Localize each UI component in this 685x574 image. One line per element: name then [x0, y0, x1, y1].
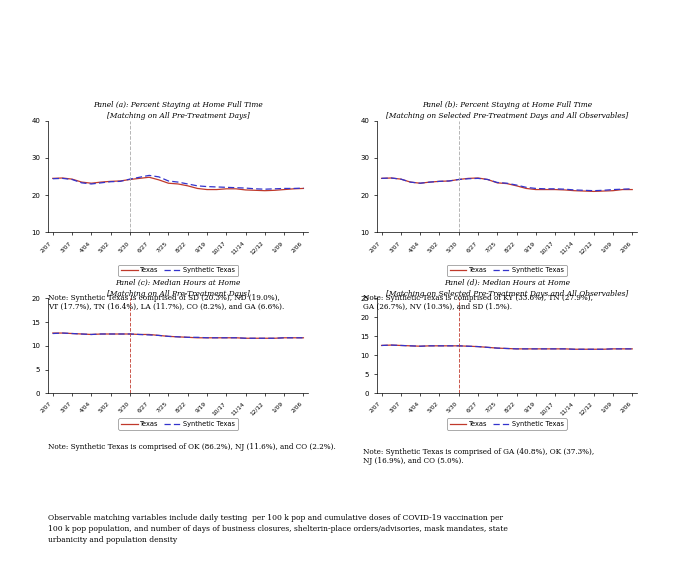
Title: Panel (d): Median Hours at Home
[Matching on Selected Pre-Treatment Days and All: Panel (d): Median Hours at Home [Matchin… — [386, 280, 628, 298]
Legend: Texas, Synthetic Texas: Texas, Synthetic Texas — [119, 418, 238, 429]
Title: Panel (b): Percent Staying at Home Full Time
[Matching on Selected Pre-Treatment: Panel (b): Percent Staying at Home Full … — [386, 102, 628, 120]
Legend: Texas, Synthetic Texas: Texas, Synthetic Texas — [447, 418, 566, 429]
Text: Observable matching variables include daily testing  per 100 k pop and cumulativ: Observable matching variables include da… — [48, 514, 508, 544]
Text: Note: Synthetic Texas is comprised of SD (20.3%), ND (19.0%),
VT (17.7%), TN (16: Note: Synthetic Texas is comprised of SD… — [48, 294, 284, 311]
Text: Note: Synthetic Texas is comprised of GA (40.8%), OK (37.3%),
NJ (16.9%), and CO: Note: Synthetic Texas is comprised of GA… — [363, 448, 594, 465]
Legend: Texas, Synthetic Texas: Texas, Synthetic Texas — [447, 265, 566, 276]
Text: Note: Synthetic Texas is comprised of KY (33.6%), TN (27.9%),
GA (26.7%), NV (10: Note: Synthetic Texas is comprised of KY… — [363, 294, 593, 311]
Title: Panel (a): Percent Staying at Home Full Time
[Matching on All Pre-Treatment Days: Panel (a): Percent Staying at Home Full … — [93, 102, 263, 120]
Legend: Texas, Synthetic Texas: Texas, Synthetic Texas — [119, 265, 238, 276]
Title: Panel (c): Median Hours at Home
[Matching on All Pre-Treatment Days]: Panel (c): Median Hours at Home [Matchin… — [107, 280, 249, 298]
Text: Note: Synthetic Texas is comprised of OK (86.2%), NJ (11.6%), and CO (2.2%).: Note: Synthetic Texas is comprised of OK… — [48, 443, 336, 451]
